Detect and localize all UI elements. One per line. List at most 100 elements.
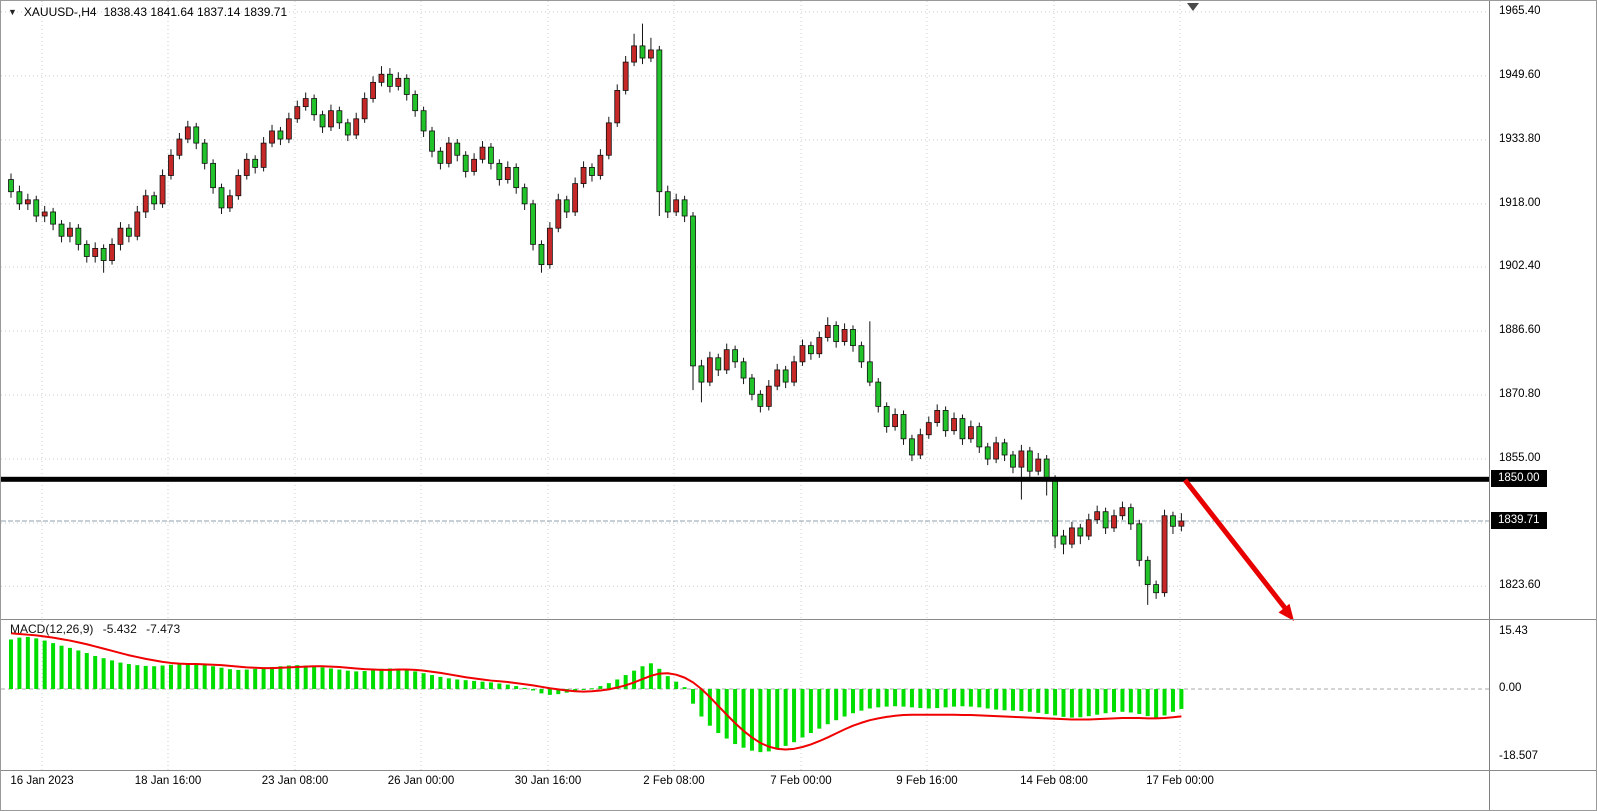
macd-histogram-bar xyxy=(514,686,519,689)
candle-body xyxy=(622,61,629,91)
macd-histogram-bar xyxy=(699,689,704,717)
macd-histogram-bar xyxy=(101,658,106,689)
candle-body xyxy=(681,199,688,217)
level-price-badge: 1850.00 xyxy=(1491,470,1547,488)
macd-histogram-bar xyxy=(42,640,47,689)
macd-histogram-bar xyxy=(286,665,291,689)
macd-histogram-bar xyxy=(278,666,283,689)
macd-histogram-bar xyxy=(472,680,477,689)
macd-histogram-bar xyxy=(1179,689,1184,709)
candle-body xyxy=(648,49,654,59)
price-axis-label: 1870.80 xyxy=(1499,388,1541,401)
candle-body xyxy=(1052,478,1058,537)
macd-histogram-bar xyxy=(817,689,822,729)
price-chart-svg[interactable] xyxy=(1,1,1489,811)
candle-body xyxy=(33,199,40,217)
candle-body xyxy=(833,324,840,342)
macd-histogram-bar xyxy=(615,679,620,689)
macd-histogram-bar xyxy=(160,665,165,689)
macd-histogram-bar xyxy=(918,689,923,709)
macd-signal-line xyxy=(10,632,1182,751)
candle-body xyxy=(951,418,957,432)
macd-histogram-bar xyxy=(497,683,502,689)
macd-histogram-bar xyxy=(17,637,22,689)
chart-shift-marker-icon xyxy=(1187,3,1199,11)
candle-body xyxy=(572,183,579,213)
trend-arrow-line[interactable] xyxy=(1183,478,1287,610)
candle-body xyxy=(176,138,183,156)
macd-histogram-bar xyxy=(665,676,670,689)
candle-body xyxy=(386,73,393,87)
candle-body xyxy=(782,369,789,383)
macd-pane-separator xyxy=(1,619,1596,620)
macd-histogram-bar xyxy=(842,689,847,717)
horizontal-level-line[interactable] xyxy=(1,476,1489,482)
candle-body xyxy=(858,345,865,363)
macd-histogram-bar xyxy=(135,665,140,689)
candle-body xyxy=(976,426,983,448)
macd-histogram-bar xyxy=(547,689,552,695)
trend-arrow-head-icon[interactable] xyxy=(1278,603,1295,621)
macd-histogram-bar xyxy=(1010,689,1015,711)
candle-body xyxy=(1026,450,1033,472)
macd-histogram-bar xyxy=(657,668,662,689)
macd-histogram-bar xyxy=(741,689,746,748)
macd-histogram-bar xyxy=(202,664,207,689)
candle-body xyxy=(546,227,553,266)
candle-body xyxy=(698,365,705,383)
candle-body xyxy=(496,162,503,180)
macd-histogram-bar xyxy=(1145,689,1150,717)
candle-body xyxy=(361,98,368,120)
candle-body xyxy=(370,81,376,99)
candle-body xyxy=(816,337,823,355)
macd-histogram-bar xyxy=(143,665,148,689)
candle-body xyxy=(875,381,882,407)
macd-histogram-bar xyxy=(674,681,679,689)
candle-body xyxy=(664,191,671,213)
macd-histogram-bar xyxy=(312,666,317,689)
macd-histogram-bar xyxy=(623,675,628,689)
price-axis-label: 1918.00 xyxy=(1499,196,1541,209)
candle-body xyxy=(942,410,949,432)
macd-histogram-bar xyxy=(960,689,965,707)
macd-axis-label: 15.43 xyxy=(1499,625,1528,638)
candle-body xyxy=(50,211,56,225)
macd-histogram-bar xyxy=(328,668,333,689)
macd-histogram-bar xyxy=(404,669,409,689)
candle-body xyxy=(850,329,856,347)
macd-histogram-bar xyxy=(733,689,738,745)
symbol-marker-icon: ▼ xyxy=(8,6,17,17)
macd-histogram-bar xyxy=(783,689,788,746)
candle-body xyxy=(336,110,343,124)
candle-body xyxy=(67,227,73,237)
macd-histogram-bar xyxy=(488,682,493,689)
macd-histogram-bar xyxy=(859,689,864,711)
price-axis[interactable]: 1965.40 1949.60 1933.80 1918.00 1902.40 1886.… xyxy=(1489,1,1596,810)
candle-body xyxy=(1069,527,1075,545)
candle-body xyxy=(1018,450,1025,468)
candle-body xyxy=(690,215,696,367)
macd-histogram-bar xyxy=(800,689,805,738)
candle-body xyxy=(109,243,115,261)
macd-histogram-bar xyxy=(606,683,611,689)
candle-body xyxy=(134,211,141,237)
macd-histogram-bar xyxy=(446,678,451,689)
candle-body xyxy=(243,158,250,176)
macd-histogram-bar xyxy=(438,676,443,689)
candle-body xyxy=(454,142,461,156)
macd-histogram-bar xyxy=(598,686,603,689)
candle-body xyxy=(412,94,419,112)
macd-histogram-bar xyxy=(93,655,98,689)
macd-histogram-bar xyxy=(573,689,578,692)
bid-price-badge: 1839.71 xyxy=(1491,511,1547,529)
candle-body xyxy=(193,126,200,144)
time-axis-label: 9 Feb 16:00 xyxy=(896,775,958,787)
candle-body xyxy=(900,414,907,440)
macd-axis-label: 0.00 xyxy=(1499,682,1522,694)
candle-body xyxy=(1035,458,1042,472)
macd-histogram-bar xyxy=(480,681,485,689)
macd-histogram-bar xyxy=(968,689,973,707)
macd-histogram-bar xyxy=(952,689,957,707)
macd-histogram-bar xyxy=(876,689,881,708)
chart-canvas[interactable]: ▼ XAUUSD-,H4 1838.43 1841.64 1837.14 183… xyxy=(1,1,1489,811)
